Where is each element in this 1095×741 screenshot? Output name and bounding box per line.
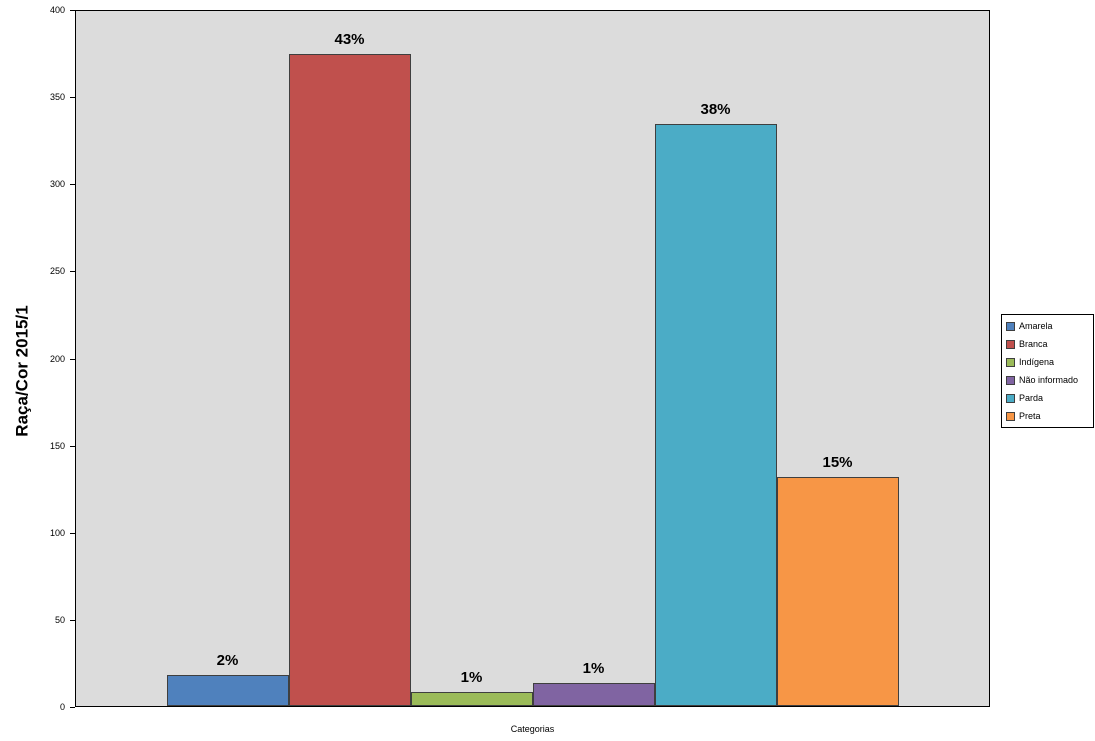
y-tick-mark xyxy=(70,10,75,11)
bar-indigena xyxy=(410,692,533,706)
bar-amarela xyxy=(166,674,289,706)
legend-item-indigena: Indígena xyxy=(1006,357,1089,367)
bar-group-indigena: 1% xyxy=(410,11,533,706)
bar-parda xyxy=(654,123,777,706)
bar-value-label-amarela: 2% xyxy=(216,651,239,669)
legend-label-nao-informado: Não informado xyxy=(1019,375,1079,385)
y-tick-mark xyxy=(70,184,75,186)
y-tick-mark xyxy=(70,445,75,447)
bar-group-amarela: 2% xyxy=(166,11,289,706)
legend-swatch-indigena xyxy=(1006,357,1015,367)
bar-value-label-indigena: 1% xyxy=(460,669,483,687)
y-tick-mark xyxy=(70,707,75,708)
legend-item-amarela: Amarela xyxy=(1006,321,1089,331)
y-tick-mark xyxy=(70,271,75,273)
bar-group-branca: 43% xyxy=(288,11,411,706)
y-tick-mark xyxy=(70,619,75,621)
y-tick-label: 250 xyxy=(49,266,65,277)
legend-swatch-preta xyxy=(1006,411,1015,421)
y-tick-label: 350 xyxy=(49,92,65,103)
y-tick-label: 300 xyxy=(49,179,65,190)
y-tick-mark xyxy=(70,97,75,99)
y-tick-label: 150 xyxy=(49,440,65,451)
legend-item-parda: Parda xyxy=(1006,393,1089,403)
bar-value-label-nao-informado: 1% xyxy=(582,660,605,678)
bar-value-label-parda: 38% xyxy=(700,100,731,118)
y-tick-label: 400 xyxy=(49,5,65,15)
legend-label-amarela: Amarela xyxy=(1019,321,1053,331)
y-tick-label: 100 xyxy=(49,527,65,538)
legend-item-preta: Preta xyxy=(1006,411,1089,421)
legend-swatch-amarela xyxy=(1006,321,1015,331)
legend-label-preta: Preta xyxy=(1019,411,1041,421)
y-tick-label: 0 xyxy=(59,702,65,712)
y-tick-label: 50 xyxy=(54,614,65,625)
legend-swatch-parda xyxy=(1006,393,1015,403)
y-tick-mark xyxy=(70,358,75,360)
plot-area: 2% 43% 1% 1% 38% 15% xyxy=(75,10,990,707)
bar-branca xyxy=(288,54,411,706)
y-axis: 0 50 100 150 200 250 300 350 400 xyxy=(0,5,75,712)
bar-group-nao-informado: 1% xyxy=(532,11,655,706)
bar-preta xyxy=(776,476,899,706)
legend-label-branca: Branca xyxy=(1019,339,1048,349)
bar-group-preta: 15% xyxy=(776,11,899,706)
y-tick-mark xyxy=(70,532,75,534)
legend: Amarela Branca Indígena Não informado Parda P… xyxy=(1001,314,1094,428)
x-axis-title: Categorias xyxy=(510,724,555,734)
legend-label-indigena: Indígena xyxy=(1019,357,1055,367)
bar-group-parda: 38% xyxy=(654,11,777,706)
bar-value-label-branca: 43% xyxy=(334,31,365,49)
y-tick-label: 200 xyxy=(49,353,65,364)
legend-label-parda: Parda xyxy=(1019,393,1044,403)
legend-item-branca: Branca xyxy=(1006,339,1089,349)
legend-swatch-branca xyxy=(1006,339,1015,349)
legend-swatch-nao-informado xyxy=(1006,375,1015,385)
bar-nao-informado xyxy=(532,683,655,706)
bar-value-label-preta: 15% xyxy=(822,453,853,471)
legend-item-nao-informado: Não informado xyxy=(1006,375,1089,385)
bars-row: 2% 43% 1% 1% 38% 15% xyxy=(76,11,989,706)
